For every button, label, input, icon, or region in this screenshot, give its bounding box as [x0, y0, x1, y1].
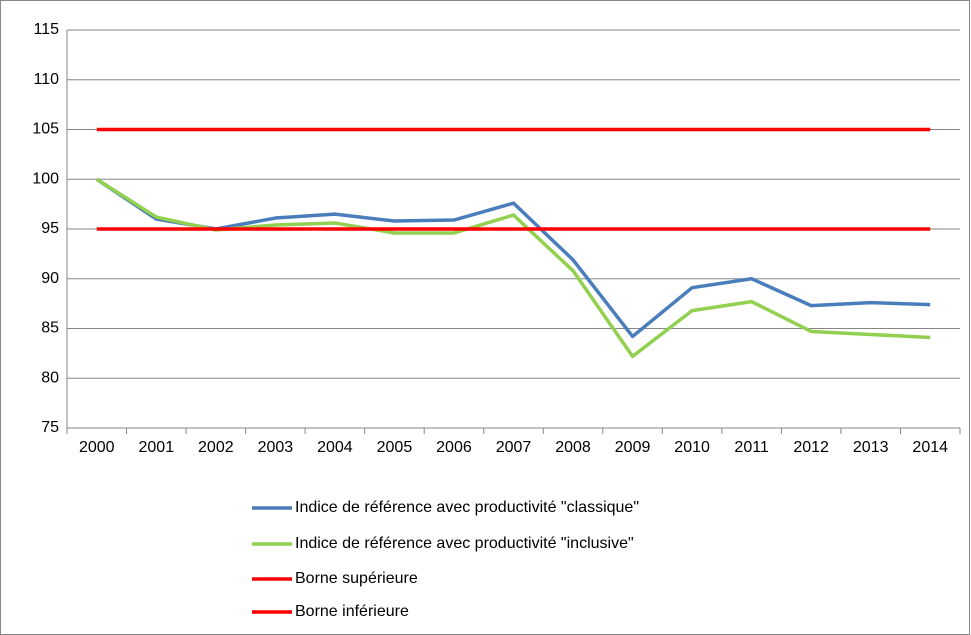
x-tick-label: 2011	[734, 439, 769, 456]
legend-label: Borne supérieure	[295, 570, 418, 587]
x-tick-label: 2010	[674, 439, 710, 456]
x-tick-label: 2003	[258, 439, 294, 456]
x-tick-label: 2005	[377, 439, 413, 456]
legend-label: Borne inférieure	[295, 603, 409, 620]
legend-label: Indice de référence avec productivité "i…	[295, 535, 634, 552]
x-tick-label: 2007	[496, 439, 532, 456]
x-tick-label: 2009	[615, 439, 651, 456]
x-tick-label: 2014	[912, 439, 948, 456]
y-tick-label: 75	[41, 419, 59, 436]
y-tick-label: 90	[41, 270, 59, 287]
y-tick-label: 105	[32, 121, 59, 138]
y-tick-label: 80	[41, 369, 59, 386]
x-tick-label: 2012	[793, 439, 829, 456]
x-tick-label: 2001	[139, 439, 175, 456]
y-tick-label: 115	[33, 21, 59, 38]
legend-label: Indice de référence avec productivité "c…	[295, 499, 639, 516]
x-tick-label: 2008	[555, 439, 591, 456]
x-tick-label: 2002	[198, 439, 234, 456]
x-tick-label: 2006	[436, 439, 472, 456]
x-tick-label: 2004	[317, 439, 353, 456]
y-tick-label: 100	[32, 170, 59, 187]
x-tick-label: 2000	[79, 439, 115, 456]
y-tick-label: 110	[33, 71, 59, 88]
y-tick-label: 95	[41, 220, 59, 237]
series-line	[95, 177, 931, 339]
x-tick-label: 2013	[853, 439, 889, 456]
y-tick-label: 85	[41, 320, 59, 337]
